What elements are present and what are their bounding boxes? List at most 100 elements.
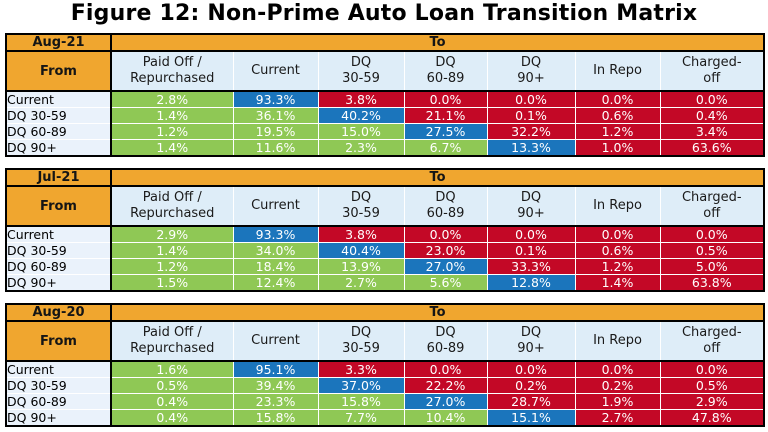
matrix-cell: 0.0% [574,90,661,108]
matrix-row: DQ 30-59 1.4% 36.1% 40.2% 21.1% 0.1% 0.6% 0.4% [6,107,765,124]
matrix-cell: 27.5% [403,123,488,140]
matrix-cell: 3.8% [317,225,405,243]
to-axis-label: To [111,169,765,187]
row-label: DQ 90+ [6,274,112,291]
column-header: DQ 60-89 [403,186,487,227]
matrix-cell: 2.7% [574,409,661,427]
from-axis-label: From [6,186,112,227]
matrix-row: DQ 90+ 0.4% 15.8% 7.7% 10.4% 15.1% 2.7% 47.8% [6,409,765,427]
matrix-cell: 13.9% [317,258,405,275]
column-header: DQ 30-59 [317,51,404,92]
matrix-cell: 33.3% [486,258,576,275]
matrix-cell: 40.4% [317,242,405,259]
column-header: DQ 90+ [486,51,575,92]
matrix-cell: 21.1% [403,107,488,124]
row-label: DQ 90+ [6,139,112,156]
matrix-cell: 63.8% [659,274,765,292]
matrix-cell: 1.9% [574,393,661,410]
column-header: Current [232,321,318,362]
matrix-cell: 0.4% [110,393,234,410]
matrix-cell: 2.9% [659,393,765,410]
row-label: DQ 30-59 [6,107,112,124]
row-label: Current [6,360,112,378]
matrix-cell: 5.0% [659,258,765,275]
column-header: DQ 90+ [486,321,575,362]
matrix-cell: 13.3% [486,139,576,157]
matrix-cell: 22.2% [403,377,488,394]
matrix-cell: 6.7% [403,139,488,157]
transition-matrix-aug-21: Aug-21 To From Paid Off / Repurchased Curren… [5,33,766,157]
from-axis-label: From [6,321,112,362]
matrix-cell: 1.2% [110,123,234,140]
column-header: In Repo [574,321,660,362]
matrix-cell: 27.0% [403,393,488,410]
matrix-cell: 10.4% [403,409,488,427]
row-label: DQ 60-89 [6,258,112,275]
matrix-cell: 11.6% [232,139,319,157]
row-label: DQ 30-59 [6,242,112,259]
to-axis-label: To [111,34,765,52]
matrix-cell: 95.1% [232,360,319,378]
column-header: Paid Off / Repurchased [110,51,233,92]
matrix-cell: 0.2% [574,377,661,394]
matrix-cell: 40.2% [317,107,405,124]
matrix-cell: 32.2% [486,123,576,140]
matrix-cell: 3.3% [317,360,405,378]
matrix-row: Current 1.6% 95.1% 3.3% 0.0% 0.0% 0.0% 0.0% [6,360,765,378]
matrix-cell: 2.3% [317,139,405,157]
matrix-cell: 0.4% [659,107,765,124]
matrix-cell: 0.6% [574,107,661,124]
matrix-row: DQ 30-59 1.4% 34.0% 40.4% 23.0% 0.1% 0.6% 0.5% [6,242,765,259]
matrix-cell: 0.0% [486,90,576,108]
column-header: Charged- off [659,186,765,227]
matrix-cell: 0.6% [574,242,661,259]
matrix-cell: 15.8% [232,409,319,427]
matrix-cell: 0.0% [659,225,765,243]
matrix-cell: 93.3% [232,90,319,108]
period-label: Jul-21 [6,169,112,187]
matrix-cell: 0.5% [110,377,234,394]
column-header: DQ 30-59 [317,321,404,362]
matrix-cell: 0.0% [574,225,661,243]
column-header: Current [232,186,318,227]
matrix-row: DQ 60-89 0.4% 23.3% 15.8% 27.0% 28.7% 1.9% 2.9% [6,393,765,410]
matrix-cell: 63.6% [659,139,765,157]
column-header: DQ 90+ [486,186,575,227]
matrix-cell: 1.2% [574,258,661,275]
matrix-cell: 0.0% [486,225,576,243]
matrix-row: DQ 90+ 1.5% 12.4% 2.7% 5.6% 12.8% 1.4% 63.8% [6,274,765,292]
matrix-cell: 34.0% [232,242,319,259]
matrix-cell: 0.1% [486,107,576,124]
from-axis-label: From [6,51,112,92]
matrix-cell: 0.5% [659,242,765,259]
column-header: Charged- off [659,51,765,92]
matrix-cell: 28.7% [486,393,576,410]
matrix-cell: 0.4% [110,409,234,427]
matrix-cell: 12.8% [486,274,576,292]
matrix-cell: 3.8% [317,90,405,108]
row-label: Current [6,90,112,108]
column-header: Paid Off / Repurchased [110,321,233,362]
column-header: DQ 60-89 [403,51,487,92]
matrix-cell: 37.0% [317,377,405,394]
matrix-cell: 47.8% [659,409,765,427]
matrix-row: DQ 60-89 1.2% 19.5% 15.0% 27.5% 32.2% 1.2% 3.4% [6,123,765,140]
transition-matrix-tables: Aug-21 To From Paid Off / Repurchased Curren… [5,33,766,432]
row-label: Current [6,225,112,243]
matrix-cell: 0.0% [403,225,488,243]
matrix-cell: 1.4% [110,139,234,157]
matrix-cell: 39.4% [232,377,319,394]
period-label: Aug-21 [6,34,112,52]
matrix-cell: 1.6% [110,360,234,378]
matrix-cell: 15.0% [317,123,405,140]
period-label: Aug-20 [6,304,112,322]
matrix-cell: 0.5% [659,377,765,394]
row-label: DQ 30-59 [6,377,112,394]
column-header: Charged- off [659,321,765,362]
matrix-cell: 7.7% [317,409,405,427]
matrix-row: Current 2.8% 93.3% 3.8% 0.0% 0.0% 0.0% 0.0% [6,90,765,108]
matrix-cell: 1.4% [110,107,234,124]
matrix-cell: 15.1% [486,409,576,427]
matrix-cell: 5.6% [403,274,488,292]
matrix-cell: 27.0% [403,258,488,275]
